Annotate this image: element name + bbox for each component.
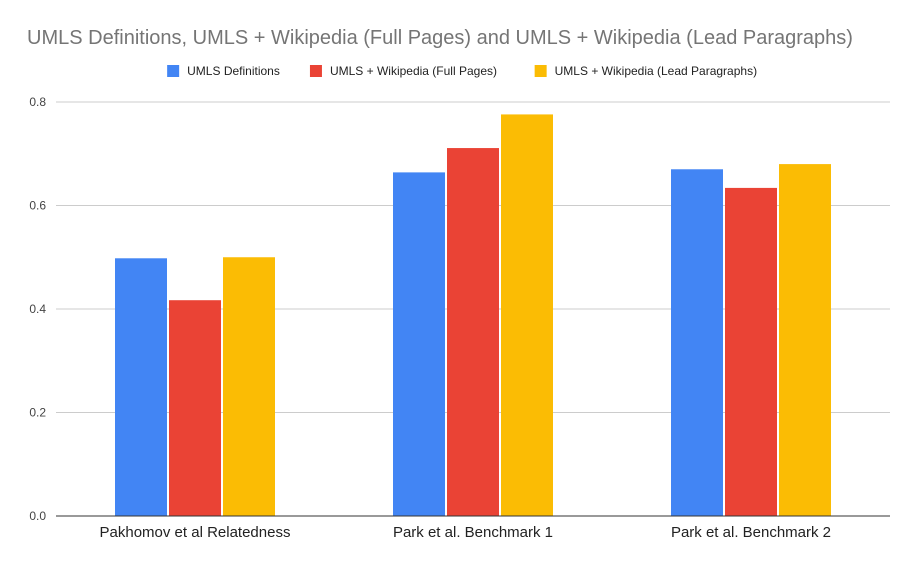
legend-label: UMLS Definitions [187, 64, 280, 78]
bar [447, 148, 499, 516]
y-tick-label: 0.8 [29, 95, 46, 109]
y-tick-label: 0.0 [29, 509, 46, 523]
x-axis-labels: Pakhomov et al Relatedness Park et al. Be… [100, 524, 832, 541]
legend-label: UMLS + Wikipedia (Lead Paragraphs) [555, 64, 757, 78]
legend-swatch [534, 65, 547, 77]
x-tick-label: Park et al. Benchmark 1 [393, 524, 553, 541]
bar [725, 187, 777, 516]
bar [223, 257, 275, 516]
y-tick-label: 0.2 [29, 406, 46, 420]
x-tick-label: Pakhomov et al Relatedness [100, 524, 291, 541]
y-tick-label: 0.6 [29, 199, 46, 213]
legend-swatch [167, 65, 180, 77]
bar [393, 172, 445, 516]
legend-swatch [309, 65, 322, 77]
bars [115, 114, 831, 517]
bar [779, 164, 831, 516]
legend-label: UMLS + Wikipedia (Full Pages) [330, 64, 497, 78]
bar [169, 300, 221, 516]
bar [501, 114, 553, 517]
chart-title: UMLS Definitions, UMLS + Wikipedia (Full… [27, 27, 853, 49]
bar [671, 169, 723, 516]
y-tick-label: 0.4 [29, 302, 46, 316]
legend: UMLS Definitions UMLS + Wikipedia (Full P… [167, 64, 757, 78]
x-tick-label: Park et al. Benchmark 2 [671, 524, 831, 541]
bar [115, 258, 167, 516]
y-axis-ticks: 0.0 0.2 0.4 0.6 0.8 [29, 95, 46, 523]
